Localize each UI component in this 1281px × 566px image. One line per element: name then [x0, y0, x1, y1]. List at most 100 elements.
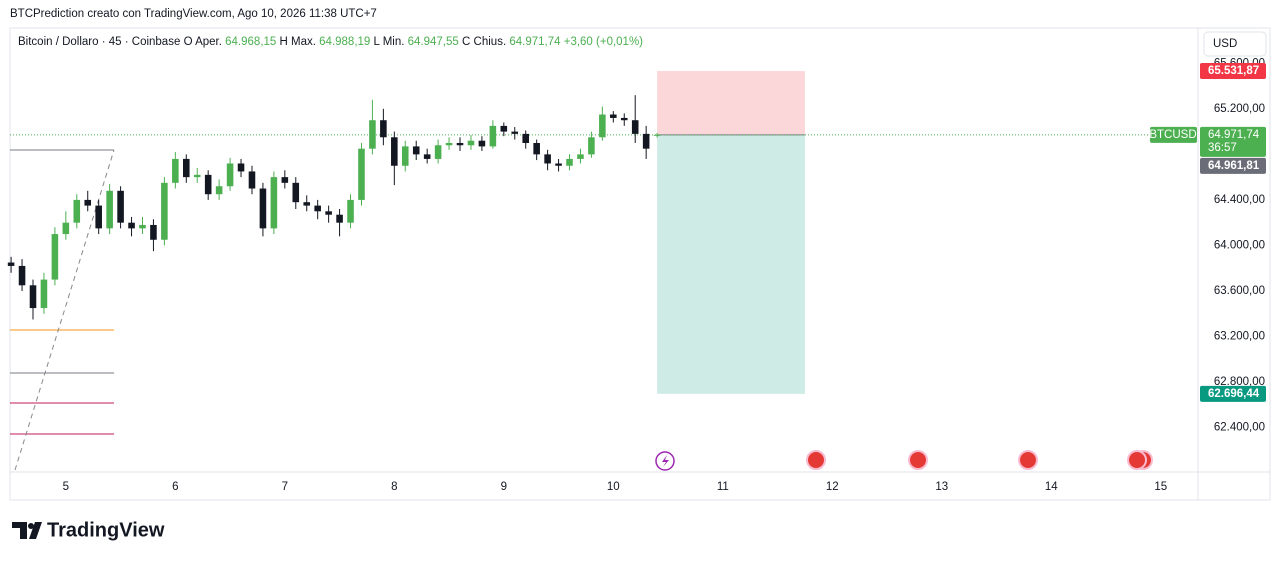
candle-body [336, 214, 343, 223]
candle-body [653, 134, 661, 136]
y-tick-label: 63.600,00 [1214, 285, 1265, 297]
candle-body [237, 163, 245, 172]
y-tick-label: 62.400,00 [1214, 422, 1265, 434]
ohlc-value: 64.988,19 [319, 36, 370, 48]
x-tick-label: 12 [826, 481, 839, 493]
candle-body [29, 285, 37, 309]
x-tick-label: 8 [391, 481, 397, 493]
position-reward [657, 134, 805, 394]
candle-body [467, 140, 475, 146]
event-icon-glyph [662, 455, 669, 467]
candle-body [445, 142, 453, 146]
currency-button[interactable] [1203, 31, 1267, 57]
price-label-text: BTCUSD [1149, 129, 1196, 141]
candle-body [314, 205, 321, 212]
candle-body [248, 171, 256, 189]
price-label-box [1200, 126, 1266, 157]
ohlc-value: 64.947,55 [408, 36, 459, 48]
candle-body [588, 137, 595, 155]
price-label-text: 65.531,87 [1208, 65, 1259, 77]
ohlc-key: H [280, 36, 288, 48]
event-icon[interactable] [1018, 450, 1038, 470]
drawing-trend [14, 149, 115, 471]
symbol-tag [1150, 126, 1197, 143]
ohlc-key: L [374, 36, 381, 48]
candle-body [281, 177, 289, 183]
candle-body [40, 279, 48, 309]
candle-body [292, 182, 300, 203]
candle-body [511, 131, 519, 134]
candle-body [478, 140, 486, 147]
candle-body [358, 148, 365, 200]
candle-body [106, 190, 113, 229]
x-tick-label: 9 [501, 481, 507, 493]
candle-body [215, 186, 223, 195]
candle-body [150, 224, 157, 240]
price-label-box [1200, 385, 1266, 402]
symbol-legend: Bitcoin / Dollaro · 45 · Coinbase O Aper… [18, 36, 643, 48]
change: +3,60 (+0,01%) [564, 36, 643, 48]
candle-body [489, 125, 497, 147]
ohlc-key: C [462, 36, 470, 48]
price-label-text: 64.961,81 [1208, 160, 1260, 172]
price-label-text: 36:57 [1208, 142, 1237, 154]
candle-body [204, 174, 212, 195]
x-tick-label: 11 [717, 481, 729, 493]
ohlc-name: Aper. [195, 36, 222, 48]
x-tick-label: 13 [935, 481, 948, 493]
candle-body [7, 262, 15, 266]
candle-body [522, 133, 529, 143]
event-icons [655, 450, 1153, 471]
candle-body [18, 265, 26, 286]
logo-text: TradingView [47, 519, 165, 541]
x-tick-label: 14 [1045, 481, 1058, 493]
symbol-name: Bitcoin / Dollaro · 45 · Coinbase [18, 36, 180, 48]
x-tick-label: 6 [172, 481, 178, 493]
y-tick-label: 63.200,00 [1214, 331, 1265, 343]
candle-body [599, 114, 606, 138]
price-label-text: 62.696,44 [1208, 388, 1260, 400]
currency-label: USD [1213, 38, 1237, 50]
candle-body [620, 117, 628, 121]
candle-body [401, 146, 409, 166]
y-tick-label: 64.000,00 [1214, 239, 1265, 251]
price-label-box [1200, 63, 1266, 80]
candle-body [128, 222, 135, 229]
candle-body [161, 182, 168, 240]
candle-body [610, 114, 617, 118]
ohlc-key: O [184, 36, 193, 48]
event-icon[interactable] [1127, 450, 1147, 470]
candle-body [566, 158, 573, 166]
candle-body [642, 133, 650, 149]
candle-body [259, 188, 267, 229]
candle-body [380, 120, 387, 138]
event-icon[interactable] [908, 450, 928, 470]
candle-body [412, 146, 420, 155]
frame [9, 27, 1271, 501]
ohlc-value: 64.971,74 [509, 36, 561, 48]
candle-body [73, 199, 81, 223]
candle-body [434, 145, 442, 159]
event-icon[interactable] [806, 450, 826, 470]
position-risk [657, 71, 805, 135]
candle-body [182, 158, 190, 178]
candle-body [369, 120, 376, 149]
y-tick-label: 64.400,00 [1214, 194, 1265, 206]
candle-body [577, 154, 584, 159]
ohlc-name: Chius. [474, 36, 507, 48]
candle-body [303, 202, 311, 206]
candle-body [423, 154, 431, 159]
candle-body [139, 224, 146, 229]
x-tick-label: 15 [1154, 481, 1167, 493]
y-tick-label: 62.800,00 [1214, 376, 1265, 388]
logo-icon [12, 522, 42, 539]
candle-body [456, 142, 464, 146]
ohlc-name: Min. [383, 36, 405, 48]
ohlc-value: 64.968,15 [225, 36, 276, 48]
candle-body [193, 174, 201, 178]
price-label-box [1200, 157, 1266, 174]
candle-body [226, 163, 234, 187]
ohlc-name: Max. [291, 36, 316, 48]
